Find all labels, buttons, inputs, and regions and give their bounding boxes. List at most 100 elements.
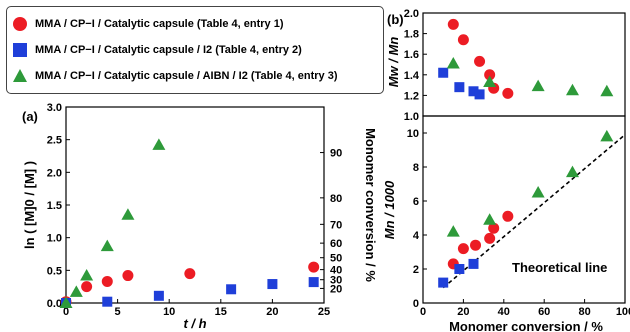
panel-b-bottom-ticks: 0 20 40 60 80 100 0 2 4 6 8 10 (407, 128, 630, 318)
panel-a-y2-tick-label-5: 70 (330, 219, 342, 231)
panel-a-y-axis-label: ln ( [M]0 / [M] ) (22, 161, 37, 249)
panel-b-top-red-point-3 (484, 69, 496, 81)
panel-a-green-point-0 (59, 296, 73, 308)
panel-b-top-red-point-5 (502, 87, 514, 99)
panel-b-bottom-y-tick-label-4: 8 (413, 162, 419, 174)
panel-b-top-points (438, 18, 614, 100)
panel-b-top-y-tick-label-5: 2.0 (404, 8, 419, 20)
panel-a-blue-point-4 (267, 279, 278, 290)
panel-b-top: (b) 1.0 1.2 1.4 1.6 1.8 2.0 Mw / Mn (386, 8, 626, 123)
legend-item-entry-3: MMA / CP−I / Catalytic capsule / AIBN / … (13, 66, 337, 86)
panel-b-bottom-x-axis-label: Monomer conversion / % (449, 319, 603, 332)
panel-b-bottom-y-axis-label: Mn / 1000 (382, 180, 397, 239)
panel-a-y-tick-label-2: 1.0 (47, 233, 62, 245)
panel-a-x-tick-label-4: 20 (266, 306, 278, 318)
panel-a-red-point-3 (122, 270, 134, 282)
panel-a-y2-tick-label-7: 90 (330, 148, 342, 160)
panel-a-x-tick-label-2: 10 (163, 306, 175, 318)
panel-b-bottom-green-point-4 (600, 129, 614, 142)
panel-b-label: (b) (387, 12, 404, 27)
panel-b-bottom-theoretical-line (442, 134, 626, 289)
panel-a-y2-tick-label-1: 30 (330, 275, 342, 287)
panel-a-label: (a) (22, 109, 38, 124)
panel-a-x-tick-label-3: 15 (215, 306, 227, 318)
panel-b-top-y-axis-label: Mw / Mn (386, 37, 401, 88)
panel-b-bottom-blue-point-1 (454, 264, 465, 274)
panel-a-x-tick-label-5: 25 (318, 306, 330, 318)
panel-a-y2-tick-label-2: 40 (330, 265, 342, 277)
panel-b-bottom-x-tick-label-2: 40 (498, 306, 510, 318)
panel-a-green-point-5 (152, 138, 166, 150)
panel-b-bottom-red-point-4 (488, 222, 500, 234)
panel-a-x-axis-label: t / h (183, 316, 206, 331)
panel-b-top-y-tick-label-1: 1.2 (404, 90, 419, 102)
panel-a-y2-axis-label: Monomer conversion / % (363, 128, 378, 282)
panel-a-red-point-5 (308, 261, 320, 273)
panel-b-bottom-y-tick-label-5: 10 (407, 128, 419, 140)
panel-b-top-blue-point-2 (468, 86, 479, 97)
panel-b-bottom-frame (422, 115, 626, 304)
panel-b-bottom: 0 20 40 60 80 100 0 2 4 6 8 10 Theoretical line Mon… (382, 115, 630, 332)
panel-b-top-y-tick-label-2: 1.4 (404, 70, 420, 82)
legend-label-entry-2: MMA / CP−I / Catalytic capsule / I2 (Tab… (35, 44, 302, 56)
panel-a-x-tick-label-1: 5 (115, 306, 121, 318)
panel-b-bottom-green-point-1 (483, 213, 497, 225)
panel-b-top-green-point-1 (483, 75, 497, 88)
panel-b-bottom-y-tick-label-1: 2 (413, 264, 419, 276)
panel-a-red-point-4 (184, 268, 196, 280)
legend-marker-red-circle (13, 17, 27, 31)
panel-b-top-green-point-2 (531, 79, 545, 92)
legend-item-entry-2: MMA / CP−I / Catalytic capsule / I2 (Tab… (13, 40, 302, 60)
panel-a-y-tick-label-6: 3.0 (47, 102, 62, 114)
panel-b-top-blue-point-1 (454, 82, 465, 93)
panel-b-bottom-red-point-5 (502, 210, 514, 222)
theoretical-line-annotation: Theoretical line (512, 260, 607, 275)
panel-a-green-point-2 (80, 269, 94, 281)
panel-a-blue-point-3 (226, 284, 237, 295)
panel-b-top-green-point-3 (565, 83, 579, 96)
panel-a-y2-tick-label-6: 80 (330, 193, 342, 205)
panel-b-bottom-green-point-2 (531, 186, 545, 198)
panel-a-blue-point-1 (102, 296, 113, 307)
panel-b-top-green-point-4 (600, 84, 614, 97)
panel-b-top-y-tick-label-3: 1.6 (404, 49, 419, 61)
panel-a-ticks: 0 5 10 15 20 250.00.51.01.52.02.53.0203040506… (47, 102, 343, 318)
panel-a-y-tick-label-0: 0.0 (47, 298, 62, 310)
panel-a-points (59, 138, 320, 308)
panel-b-bottom-x-tick-label-0: 0 (420, 306, 426, 318)
panel-b-bottom-green-point-0 (446, 225, 460, 237)
panel-a: (a) 0 5 10 15 20 250.00.51.01.52.02.53.020304… (22, 102, 378, 331)
panel-a-blue-point-2 (153, 290, 164, 301)
panel-b-top-y-tick-label-0: 1.0 (404, 111, 419, 123)
panel-b-bottom-points (438, 129, 614, 288)
panel-a-green-point-1 (69, 285, 83, 297)
legend-item-entry-1: MMA / CP−I / Catalytic capsule (Table 4,… (13, 14, 284, 34)
panel-b-bottom-y-tick-label-2: 4 (413, 230, 420, 242)
panel-a-y-tick-label-3: 1.5 (47, 200, 62, 212)
panel-b-bottom-blue-point-2 (468, 258, 479, 269)
legend: MMA / CP−I / Catalytic capsule (Table 4,… (6, 6, 384, 94)
panel-b-top-red-point-0 (447, 18, 459, 30)
panel-a-x-tick-label-0: 0 (63, 306, 69, 318)
legend-label-entry-1: MMA / CP−I / Catalytic capsule (Table 4,… (35, 18, 284, 30)
panel-b-bottom-y-tick-label-3: 6 (413, 196, 419, 208)
panel-a-blue-point-5 (308, 277, 319, 288)
panel-b-bottom-x-tick-label-3: 60 (538, 306, 550, 318)
panel-b-bottom-blue-point-0 (438, 277, 449, 288)
panel-a-y2-tick-label-4: 60 (330, 238, 342, 250)
legend-marker-blue-square (13, 43, 27, 57)
panel-a-red-point-2 (101, 275, 113, 287)
legend-marker-green-triangle (13, 69, 27, 82)
panel-b-top-y-tick-label-4: 1.8 (404, 29, 419, 41)
panel-b-top-red-point-2 (474, 55, 486, 67)
panel-b-top-red-point-1 (457, 34, 469, 46)
panel-a-red-point-1 (81, 281, 93, 293)
panel-b-bottom-green-point-3 (565, 165, 579, 178)
panel-b-bottom-y-tick-label-0: 0 (413, 298, 419, 310)
panel-a-y-tick-label-1: 0.5 (47, 265, 62, 277)
panel-b-bottom-red-point-2 (470, 239, 482, 251)
panel-a-y2-tick-label-3: 50 (330, 253, 342, 265)
legend-label-entry-3: MMA / CP−I / Catalytic capsule / AIBN / … (35, 70, 338, 82)
panel-b-bottom-x-tick-label-5: 100 (616, 306, 630, 318)
